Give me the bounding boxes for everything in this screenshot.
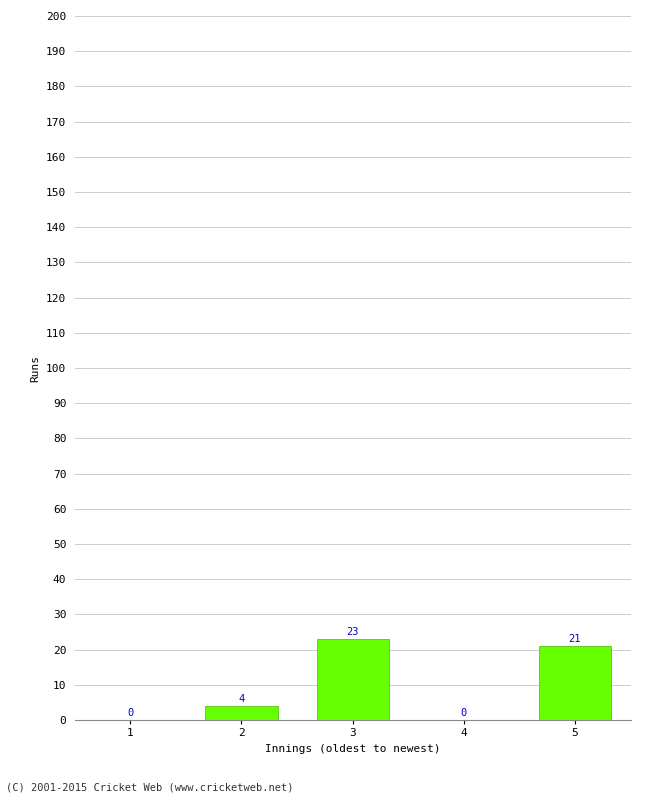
Bar <box>205 706 278 720</box>
Bar <box>539 646 611 720</box>
Text: 21: 21 <box>569 634 581 644</box>
Text: 0: 0 <box>127 708 133 718</box>
Text: (C) 2001-2015 Cricket Web (www.cricketweb.net): (C) 2001-2015 Cricket Web (www.cricketwe… <box>6 782 294 792</box>
Bar <box>317 639 389 720</box>
Text: 0: 0 <box>461 708 467 718</box>
Y-axis label: Runs: Runs <box>31 354 40 382</box>
Text: 23: 23 <box>346 627 359 638</box>
Text: 4: 4 <box>239 694 244 704</box>
X-axis label: Innings (oldest to newest): Innings (oldest to newest) <box>265 744 441 754</box>
